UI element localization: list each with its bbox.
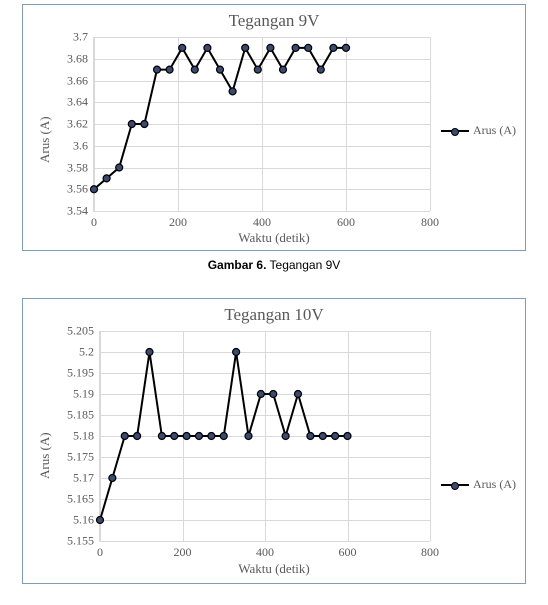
data-point: [97, 517, 104, 524]
data-point: [267, 44, 274, 51]
data-point: [191, 66, 198, 73]
y-tick-label: 5.155: [67, 534, 100, 549]
chart1-legend: Arus (A): [441, 123, 516, 138]
data-point: [319, 433, 326, 440]
series-svg: [100, 331, 430, 541]
data-point: [295, 391, 302, 398]
y-tick-label: 3.64: [67, 95, 94, 110]
chart2-xlabel: Waktu (detik): [23, 561, 525, 577]
data-point: [208, 433, 215, 440]
y-tick-label: 5.165: [67, 492, 100, 507]
y-tick-label: 3.58: [67, 160, 94, 175]
chart-tegangan-10v: Tegangan 10V Arus (A) Waktu (detik) Arus…: [22, 298, 526, 584]
chart1-legend-label: Arus (A): [473, 123, 516, 138]
series-svg: [94, 37, 430, 211]
data-point: [292, 44, 299, 51]
data-point: [280, 66, 287, 73]
y-tick-label: 3.62: [67, 117, 94, 132]
chart2-ylabel: Arus (A): [37, 432, 53, 479]
data-point: [134, 433, 141, 440]
x-tick-label: 800: [421, 541, 439, 560]
chart1-plot-area: 3.543.563.583.63.623.643.663.683.7020040…: [93, 37, 430, 212]
data-point: [154, 66, 161, 73]
chart2-legend: Arus (A): [441, 477, 516, 492]
chart2-plot-area: 5.1555.165.1655.175.1755.185.1855.195.19…: [99, 331, 430, 542]
caption-gambar-6: Gambar 6. Tegangan 9V: [0, 258, 548, 272]
data-point: [166, 66, 173, 73]
x-tick-label: 600: [339, 541, 357, 560]
y-tick-label: 5.18: [73, 429, 100, 444]
y-tick-label: 3.66: [67, 73, 94, 88]
y-tick-label: 3.7: [73, 30, 94, 45]
data-point: [282, 433, 289, 440]
data-point: [332, 433, 339, 440]
chart1-xlabel: Waktu (detik): [23, 230, 525, 246]
data-point: [344, 433, 351, 440]
chart2-legend-label: Arus (A): [473, 477, 516, 492]
data-point: [242, 44, 249, 51]
data-point: [305, 44, 312, 51]
data-point: [270, 391, 277, 398]
data-point: [171, 433, 178, 440]
chart2-title: Tegangan 10V: [23, 305, 525, 325]
legend-marker-icon: [441, 130, 469, 132]
x-tick-label: 200: [169, 211, 187, 230]
x-tick-label: 800: [421, 211, 439, 230]
y-tick-label: 5.17: [73, 471, 100, 486]
data-point: [330, 44, 337, 51]
data-point: [121, 433, 128, 440]
x-tick-label: 600: [337, 211, 355, 230]
caption-bold: Gambar 6.: [208, 258, 267, 272]
data-point: [146, 349, 153, 356]
data-point: [245, 433, 252, 440]
data-point: [257, 391, 264, 398]
data-point: [103, 175, 110, 182]
data-point: [233, 349, 240, 356]
data-point: [91, 186, 98, 193]
data-point: [196, 433, 203, 440]
y-tick-label: 5.205: [67, 324, 100, 339]
x-tick-label: 400: [256, 541, 274, 560]
x-tick-label: 0: [91, 211, 97, 230]
chart1-title: Tegangan 9V: [23, 11, 525, 31]
legend-marker-icon: [441, 484, 469, 486]
x-tick-label: 200: [174, 541, 192, 560]
y-tick-label: 3.6: [73, 138, 94, 153]
caption-rest: Tegangan 9V: [266, 258, 340, 272]
data-point: [109, 475, 116, 482]
y-tick-label: 3.68: [67, 51, 94, 66]
data-point: [128, 121, 135, 128]
x-tick-label: 0: [97, 541, 103, 560]
data-point: [183, 433, 190, 440]
data-point: [254, 66, 261, 73]
y-tick-label: 5.175: [67, 450, 100, 465]
y-tick-label: 5.185: [67, 408, 100, 423]
data-point: [158, 433, 165, 440]
gridline: [430, 37, 431, 211]
data-point: [204, 44, 211, 51]
data-point: [220, 433, 227, 440]
chart-tegangan-9v: Tegangan 9V Arus (A) Waktu (detik) Arus …: [22, 4, 526, 251]
data-point: [116, 164, 123, 171]
y-tick-label: 5.19: [73, 387, 100, 402]
data-point: [307, 433, 314, 440]
y-tick-label: 3.54: [67, 204, 94, 219]
chart1-ylabel: Arus (A): [37, 116, 53, 163]
data-point: [343, 44, 350, 51]
gridline: [430, 331, 431, 541]
data-point: [229, 88, 236, 95]
x-tick-label: 400: [253, 211, 271, 230]
y-tick-label: 5.195: [67, 366, 100, 381]
data-point: [179, 44, 186, 51]
data-point: [217, 66, 224, 73]
y-tick-label: 5.2: [79, 345, 100, 360]
data-point: [317, 66, 324, 73]
data-point: [141, 121, 148, 128]
